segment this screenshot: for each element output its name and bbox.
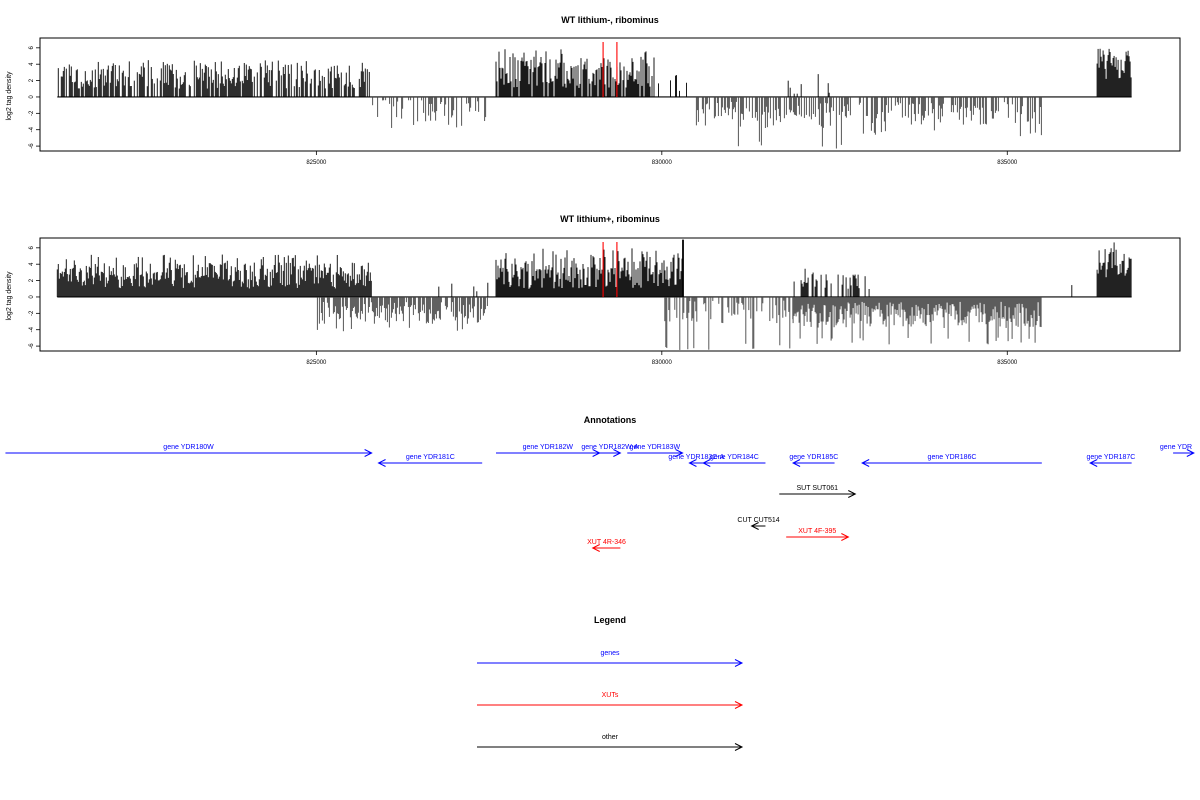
legend-label: other bbox=[602, 734, 619, 741]
feature-label: gene YDR bbox=[1160, 444, 1192, 451]
arrow-head bbox=[734, 659, 744, 667]
x-tick-label: 835000 bbox=[997, 360, 1018, 366]
annotation-feature: gene YDR183C-A bbox=[668, 454, 725, 467]
annotation-features: gene YDR180W gene YDR181C gene YDR182W gene… bbox=[5, 444, 1195, 552]
legend-entry: other bbox=[477, 734, 744, 751]
feature-label: gene YDR183W bbox=[630, 444, 681, 451]
y-tick-label: -2 bbox=[29, 110, 35, 116]
marker-lines bbox=[602, 42, 618, 97]
feature-label: gene YDR183C-A bbox=[668, 454, 724, 461]
annotations-title: Annotations bbox=[584, 415, 637, 425]
y-tick-label: -4 bbox=[29, 326, 35, 332]
feature-label: XUT 4F-395 bbox=[798, 528, 836, 535]
y-tick-label: 0 bbox=[29, 295, 35, 299]
arrow-head bbox=[675, 449, 684, 457]
annotation-feature: gene YDR187C bbox=[1086, 454, 1135, 467]
annotation-feature: CUT CUT514 bbox=[737, 517, 780, 530]
arrow-head bbox=[848, 490, 857, 498]
y-axis-label: log2 tag density bbox=[6, 71, 13, 121]
density-bars bbox=[56, 239, 1132, 350]
legend-label: XUTs bbox=[602, 692, 619, 699]
arrow-head bbox=[1089, 459, 1098, 467]
arrow-head bbox=[702, 459, 711, 467]
plot-frame bbox=[39, 37, 1181, 152]
arrow-head bbox=[861, 459, 870, 467]
arrow-head bbox=[841, 533, 850, 541]
feature-label: SUT SUT061 bbox=[797, 485, 839, 492]
plot-frame bbox=[39, 237, 1181, 352]
x-axis: 825000 830000 835000 bbox=[306, 351, 1018, 366]
y-tick-label: -2 bbox=[29, 310, 35, 316]
annotation-feature: gene YDR bbox=[1160, 444, 1195, 457]
arrow-head bbox=[791, 459, 801, 467]
y-axis: 6 4 2 0 -2 -4 -6 bbox=[29, 245, 40, 349]
density-bars bbox=[57, 48, 1132, 149]
y-tick-label: 0 bbox=[29, 95, 35, 99]
annotation-feature: XUT 4F-395 bbox=[786, 528, 850, 541]
arrow-head bbox=[750, 522, 759, 530]
arrow-head bbox=[734, 701, 744, 709]
feature-label: CUT CUT514 bbox=[737, 517, 779, 524]
legend-entry: genes bbox=[477, 650, 744, 667]
feature-label: gene YDR182W bbox=[523, 444, 574, 451]
annotation-feature: gene YDR182W-A bbox=[581, 444, 639, 457]
arrow-head bbox=[591, 544, 600, 552]
track-panel-lithium-plus: WT lithium+, ribominus log2 tag density … bbox=[6, 214, 1181, 366]
annotation-feature: gene YDR184C bbox=[702, 454, 766, 467]
feature-label: gene YDR186C bbox=[928, 454, 977, 461]
x-tick-label: 830000 bbox=[652, 360, 673, 366]
feature-label: gene YDR180W bbox=[163, 444, 214, 451]
y-tick-label: -4 bbox=[29, 126, 35, 132]
track-title: WT lithium-, ribominus bbox=[561, 15, 659, 25]
track-panel-lithium-minus: WT lithium-, ribominus log2 tag density … bbox=[6, 15, 1181, 166]
x-tick-label: 830000 bbox=[652, 160, 673, 166]
track-title: WT lithium+, ribominus bbox=[560, 214, 660, 224]
arrow-head bbox=[1186, 449, 1195, 457]
legend-panel: Legend genes XUTs other bbox=[477, 615, 744, 751]
arrow-head bbox=[734, 743, 744, 751]
feature-label: gene YDR181C bbox=[406, 454, 455, 461]
y-tick-label: 6 bbox=[29, 45, 35, 49]
x-tick-label: 835000 bbox=[997, 160, 1018, 166]
y-axis-label: log2 tag density bbox=[6, 271, 13, 321]
y-tick-label: 4 bbox=[29, 262, 35, 266]
feature-label: gene YDR184C bbox=[710, 454, 759, 461]
annotation-feature: gene YDR186C bbox=[861, 454, 1042, 467]
legend-label: genes bbox=[600, 650, 620, 657]
x-axis: 825000 830000 835000 bbox=[306, 151, 1018, 166]
y-tick-label: -6 bbox=[29, 343, 35, 349]
legend-entries: genes XUTs other bbox=[477, 650, 744, 751]
annotation-feature: gene YDR183W bbox=[627, 444, 684, 457]
annotation-feature: gene YDR185C bbox=[789, 454, 838, 467]
feature-label: XUT 4R-346 bbox=[587, 539, 626, 546]
y-tick-label: 4 bbox=[29, 62, 35, 66]
arrow-head bbox=[688, 459, 697, 467]
y-tick-label: 6 bbox=[29, 245, 35, 249]
y-axis: 6 4 2 0 -2 -4 -6 bbox=[29, 45, 40, 149]
arrow-head bbox=[364, 449, 373, 457]
feature-label: gene YDR182W-A bbox=[581, 444, 639, 451]
feature-label: gene YDR187C bbox=[1086, 454, 1135, 461]
annotation-feature: SUT SUT061 bbox=[779, 485, 857, 498]
x-tick-label: 825000 bbox=[306, 360, 327, 366]
feature-label: gene YDR185C bbox=[789, 454, 838, 461]
y-tick-label: 2 bbox=[29, 78, 35, 82]
annotation-feature: gene YDR181C bbox=[377, 454, 483, 467]
arrow-head bbox=[613, 449, 622, 457]
annotation-feature: XUT 4R-346 bbox=[587, 539, 626, 552]
y-tick-label: 2 bbox=[29, 278, 35, 282]
legend-title: Legend bbox=[594, 615, 626, 625]
arrow-head bbox=[377, 459, 386, 467]
marker-lines bbox=[602, 242, 618, 297]
legend-entry: XUTs bbox=[477, 692, 744, 709]
x-tick-label: 825000 bbox=[306, 160, 327, 166]
annotation-feature: gene YDR180W bbox=[5, 444, 373, 457]
y-tick-label: -6 bbox=[29, 143, 35, 149]
